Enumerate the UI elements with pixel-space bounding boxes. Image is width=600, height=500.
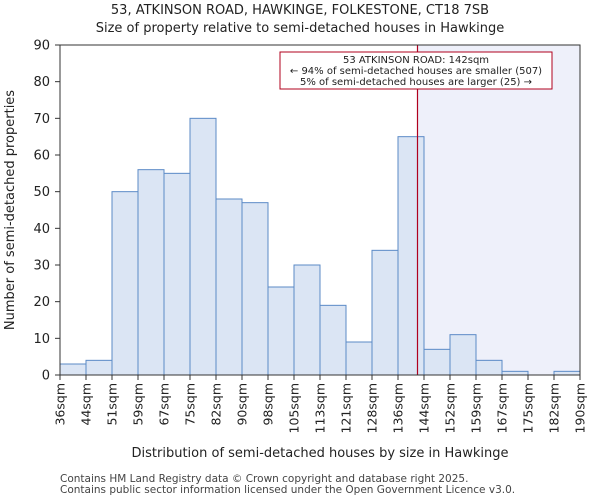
x-tick-label: 113sqm (313, 383, 328, 433)
x-tick-label: 36sqm (53, 383, 68, 426)
histogram-bar (85, 359, 113, 376)
y-tick-label: 0 (42, 369, 50, 384)
annotation-box (279, 51, 553, 90)
histogram-bar (397, 136, 425, 376)
histogram-bar (241, 202, 269, 376)
y-tick-label: 10 (33, 332, 50, 347)
histogram-bar (163, 172, 191, 376)
y-tick-label: 40 (33, 222, 50, 237)
footer-copyright: Contains HM Land Registry data © Crown c… (60, 473, 469, 485)
histogram-bar (293, 264, 321, 376)
y-tick-label: 20 (33, 295, 50, 310)
histogram-bar (319, 304, 347, 376)
x-tick-label: 190sqm (573, 383, 588, 433)
x-tick-label: 175sqm (521, 383, 536, 433)
histogram-bar (345, 341, 373, 376)
x-tick-label: 82sqm (209, 383, 224, 426)
chart-subtitle: Size of property relative to semi-detach… (95, 21, 505, 36)
x-tick-label: 59sqm (131, 383, 146, 426)
annotation-line: 53 ATKINSON ROAD: 142sqm (343, 55, 489, 66)
footer-licence: Contains public sector information licen… (60, 484, 516, 496)
y-tick-label: 50 (33, 185, 50, 200)
histogram-bar (189, 117, 217, 376)
x-tick-label: 128sqm (365, 383, 380, 433)
y-tick-label: 60 (33, 149, 50, 164)
y-tick-label: 70 (33, 112, 50, 127)
histogram-bar (111, 191, 139, 376)
x-tick-label: 136sqm (391, 383, 406, 433)
x-tick-label: 144sqm (417, 383, 432, 433)
histogram-bar (137, 169, 165, 376)
annotation-line: 5% of semi-detached houses are larger (2… (300, 77, 532, 88)
x-tick-label: 98sqm (261, 383, 276, 426)
x-tick-label: 75sqm (183, 383, 198, 426)
chart-title: 53, ATKINSON ROAD, HAWKINGE, FOLKESTONE,… (110, 3, 490, 18)
histogram-bar (371, 249, 399, 376)
larger-region-shade (417, 45, 580, 375)
histogram-bar (501, 370, 529, 376)
x-tick-label: 105sqm (287, 383, 302, 433)
x-tick-label: 44sqm (79, 383, 94, 426)
x-tick-label: 90sqm (235, 383, 250, 426)
histogram-bar (553, 370, 581, 376)
x-tick-label: 67sqm (157, 383, 172, 426)
y-axis-label: Number of semi-detached properties (3, 90, 18, 330)
y-tick-label: 80 (33, 75, 50, 90)
x-tick-label: 121sqm (339, 383, 354, 433)
histogram-bar (449, 334, 477, 376)
x-tick-label: 167sqm (495, 383, 510, 433)
x-tick-label: 182sqm (547, 383, 562, 433)
y-tick-label: 30 (33, 259, 50, 274)
x-axis-label: Distribution of semi-detached houses by … (132, 446, 509, 461)
histogram-bar (423, 348, 451, 376)
histogram-bar (475, 359, 503, 376)
y-tick-label: 90 (33, 39, 50, 54)
annotation-line: ← 94% of semi-detached houses are smalle… (290, 66, 542, 77)
histogram-bar (59, 363, 87, 376)
x-tick-label: 51sqm (105, 383, 120, 426)
histogram-chart: 0 10 20 30 40 50 60 70 80 90 36sqm 44sqm 51sqm 59sqm 6… (3, 39, 588, 462)
x-tick-label: 152sqm (443, 383, 458, 433)
histogram-bar (267, 286, 295, 376)
x-tick-label: 159sqm (469, 383, 484, 433)
histogram-bar (215, 198, 243, 376)
